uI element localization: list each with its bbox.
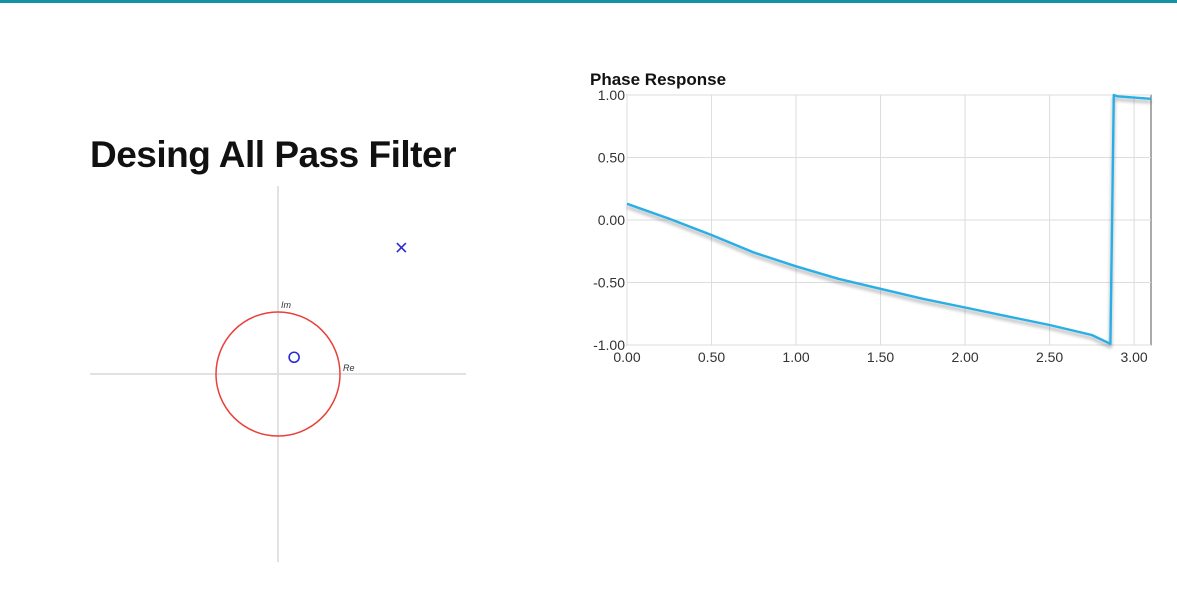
x-tick-label: 1.00 bbox=[782, 349, 809, 365]
phase-series-line bbox=[626, 93, 1152, 345]
z-plane-plot[interactable]: Im Re bbox=[90, 186, 470, 564]
pole-marker-x-icon[interactable] bbox=[396, 242, 407, 253]
x-tick-label: 0.00 bbox=[613, 349, 640, 365]
page-title: Desing All Pass Filter bbox=[90, 134, 456, 175]
phase-response-chart: 0.00 0.50 1.00 1.50 2.00 2.50 3.00 1.00 0.50 0.00… bbox=[593, 87, 1152, 365]
top-accent-bar bbox=[0, 0, 1177, 3]
y-tick-label: 0.00 bbox=[598, 212, 625, 228]
x-tick-label: 2.50 bbox=[1036, 349, 1063, 365]
zero-marker-circle-icon[interactable] bbox=[288, 351, 300, 364]
x-tick-label: 0.50 bbox=[698, 349, 725, 365]
y-tick-label: 1.00 bbox=[598, 87, 625, 103]
x-tick-label: 1.50 bbox=[867, 349, 894, 365]
x-tick-label: 2.00 bbox=[951, 349, 978, 365]
y-tick-label: 0.50 bbox=[598, 150, 625, 166]
real-axis-label: Re bbox=[343, 363, 355, 373]
unit-circle bbox=[215, 311, 341, 437]
y-tick-label: -1.00 bbox=[593, 337, 625, 353]
chart-title: Phase Response bbox=[590, 70, 727, 89]
x-tick-label: 3.00 bbox=[1120, 349, 1147, 365]
y-tick-label: -0.50 bbox=[593, 275, 625, 291]
imaginary-axis-label: Im bbox=[281, 300, 292, 310]
